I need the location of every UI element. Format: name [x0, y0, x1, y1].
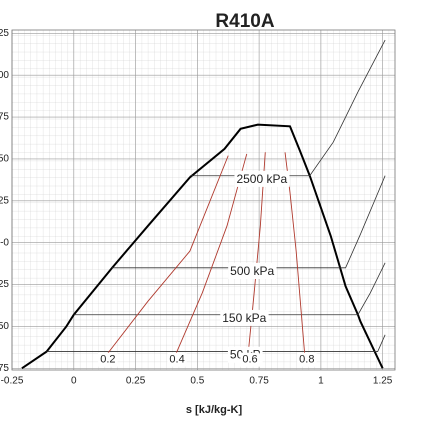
y-tick-label: -0: [0, 237, 9, 248]
label-background: [98, 352, 118, 367]
quality-label: 0.2: [100, 354, 115, 366]
y-tick-label: 25: [0, 28, 9, 39]
chart-title: R410A: [215, 11, 274, 32]
isobar-label: 500 kPa: [230, 264, 274, 278]
x-axis-label: s [kJ/kg-K]: [186, 404, 243, 416]
label-background: [240, 352, 260, 367]
quality-label: 0.6: [242, 354, 257, 366]
quality-line: [105, 155, 229, 357]
quality-label: 0.4: [169, 354, 184, 366]
x-tick-label: 0: [71, 376, 77, 387]
y-tick-label: 25: [0, 279, 9, 290]
dome-line: [21, 123, 384, 370]
x-tick-label: 1.25: [373, 376, 393, 387]
label-background: [228, 263, 277, 280]
x-tick-label: 1: [318, 376, 324, 387]
label-background: [167, 352, 187, 367]
isobar-label: 150 kPa: [222, 311, 266, 325]
quality-line: [174, 153, 248, 356]
y-tick-label: 75: [0, 363, 9, 374]
plot-frame: [11, 29, 396, 371]
x-tick-label: 0.5: [190, 376, 204, 387]
y-tick-label: 50: [0, 154, 9, 165]
x-tick-label: 0.25: [126, 376, 146, 387]
label-background: [234, 170, 290, 187]
quality-label: 0.8: [299, 354, 314, 366]
isobar-label: 2500 kPa: [236, 172, 287, 186]
isobar-line: [73, 262, 386, 316]
y-tick-label: 00: [0, 70, 9, 81]
x-tick-label: 0.75: [249, 376, 269, 387]
isobar-line: [46, 334, 386, 352]
minor-grid: [12, 30, 395, 370]
y-tick-label: 75: [0, 112, 9, 123]
label-background: [220, 309, 269, 326]
x-tick-label: -0.25: [1, 376, 24, 387]
y-tick-label: 50: [0, 321, 9, 332]
y-tick-label: 25: [0, 195, 9, 206]
label-background: [297, 352, 317, 367]
